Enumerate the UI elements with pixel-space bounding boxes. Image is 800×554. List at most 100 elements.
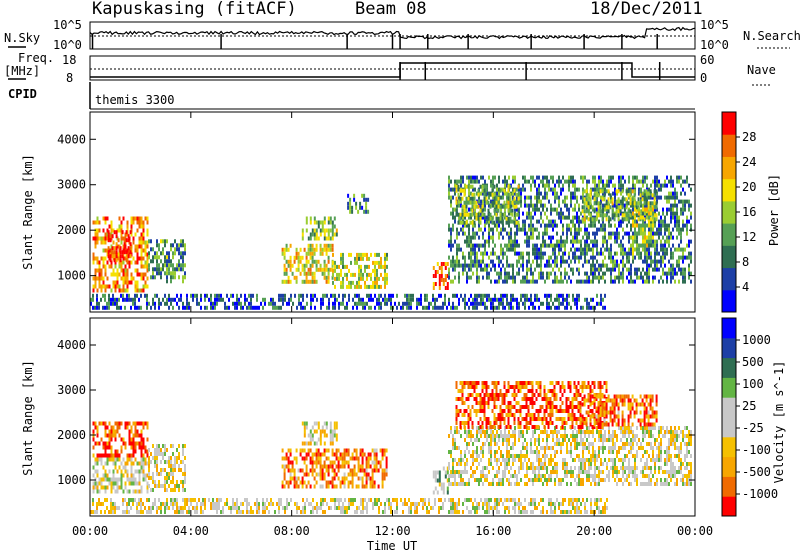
range-cell <box>572 297 574 302</box>
range-cell <box>94 256 97 261</box>
range-cell <box>629 193 632 198</box>
range-cell <box>520 263 522 268</box>
range-cell <box>214 301 216 306</box>
range-cell <box>321 464 324 469</box>
range-cell <box>622 183 624 188</box>
range-cell <box>140 232 143 237</box>
range-cell <box>96 288 99 293</box>
range-cell <box>688 255 690 260</box>
range-cell <box>512 454 514 458</box>
range-cell <box>136 268 139 273</box>
range-cell <box>104 220 107 225</box>
range-cell <box>102 248 105 253</box>
range-cell <box>655 213 658 218</box>
range-cell <box>660 223 662 228</box>
range-cell <box>120 228 123 233</box>
range-cell <box>624 179 626 184</box>
range-cell <box>508 247 510 252</box>
range-cell <box>526 466 528 470</box>
range-cell <box>440 274 443 278</box>
range-cell <box>628 251 630 256</box>
range-cell <box>100 461 103 466</box>
range-cell <box>474 263 476 268</box>
range-cell <box>512 271 514 276</box>
range-cell <box>335 228 338 233</box>
range-cell <box>480 203 482 208</box>
range-cell <box>96 441 99 446</box>
range-cell <box>96 457 99 462</box>
range-cell <box>152 267 154 272</box>
range-cell <box>182 279 184 284</box>
range-cell <box>358 297 360 302</box>
range-cell <box>293 255 296 260</box>
range-cell <box>538 297 540 302</box>
range-cell <box>174 239 176 244</box>
range-cell <box>540 301 542 306</box>
range-cell <box>474 179 476 184</box>
range-cell <box>478 219 480 224</box>
range-cell <box>120 220 123 225</box>
range-cell <box>440 278 443 282</box>
range-cell <box>654 259 656 264</box>
range-cell <box>538 235 540 240</box>
range-cell <box>107 234 110 239</box>
range-cell <box>463 200 466 205</box>
range-cell <box>476 301 478 306</box>
range-cell <box>515 192 518 197</box>
range-cell <box>552 279 554 284</box>
range-cell <box>688 243 690 248</box>
range-cell <box>494 458 496 462</box>
range-cell <box>576 247 578 252</box>
range-cell <box>346 284 348 289</box>
range-cell <box>560 179 562 184</box>
range-cell <box>176 293 178 298</box>
range-cell <box>476 446 478 450</box>
range-cell <box>307 251 310 256</box>
range-cell <box>362 256 364 261</box>
range-cell <box>100 477 103 482</box>
range-cell <box>465 204 468 209</box>
range-cell <box>132 256 135 261</box>
range-cell <box>110 477 113 482</box>
range-cell <box>652 211 654 216</box>
range-cell <box>484 305 486 310</box>
range-cell <box>670 271 672 276</box>
range-cell <box>487 208 490 213</box>
range-cell <box>642 231 644 236</box>
range-cell <box>285 243 288 248</box>
range-cell <box>583 205 586 210</box>
range-cell <box>463 192 466 197</box>
range-cell <box>610 251 612 256</box>
range-cell <box>544 446 546 450</box>
range-cell <box>136 284 139 289</box>
range-cell <box>455 188 458 193</box>
range-cell <box>92 421 95 426</box>
range-cell <box>492 478 494 482</box>
range-cell <box>492 175 494 180</box>
range-cell <box>124 305 126 310</box>
range-cell <box>343 464 346 469</box>
range-cell <box>530 271 532 276</box>
range-cell <box>518 215 520 220</box>
range-cell <box>588 211 590 216</box>
range-cell <box>154 464 156 468</box>
range-cell <box>92 293 94 298</box>
range-cell <box>686 223 688 228</box>
range-cell <box>506 293 508 298</box>
range-cell <box>570 195 572 200</box>
nsearch-tick-bottom: 10^0 <box>700 38 729 52</box>
range-cell <box>408 293 410 298</box>
range-cell <box>140 461 143 466</box>
range-cell <box>378 252 380 257</box>
range-cell <box>596 243 598 248</box>
range-cell <box>166 275 168 280</box>
range-cell <box>108 457 111 462</box>
range-cell <box>166 301 168 306</box>
range-cell <box>592 195 594 200</box>
range-cell <box>162 456 164 460</box>
range-cell <box>380 301 382 306</box>
range-cell <box>576 211 578 216</box>
range-cell <box>248 301 250 306</box>
range-cell <box>676 207 678 212</box>
range-cell <box>614 187 616 192</box>
